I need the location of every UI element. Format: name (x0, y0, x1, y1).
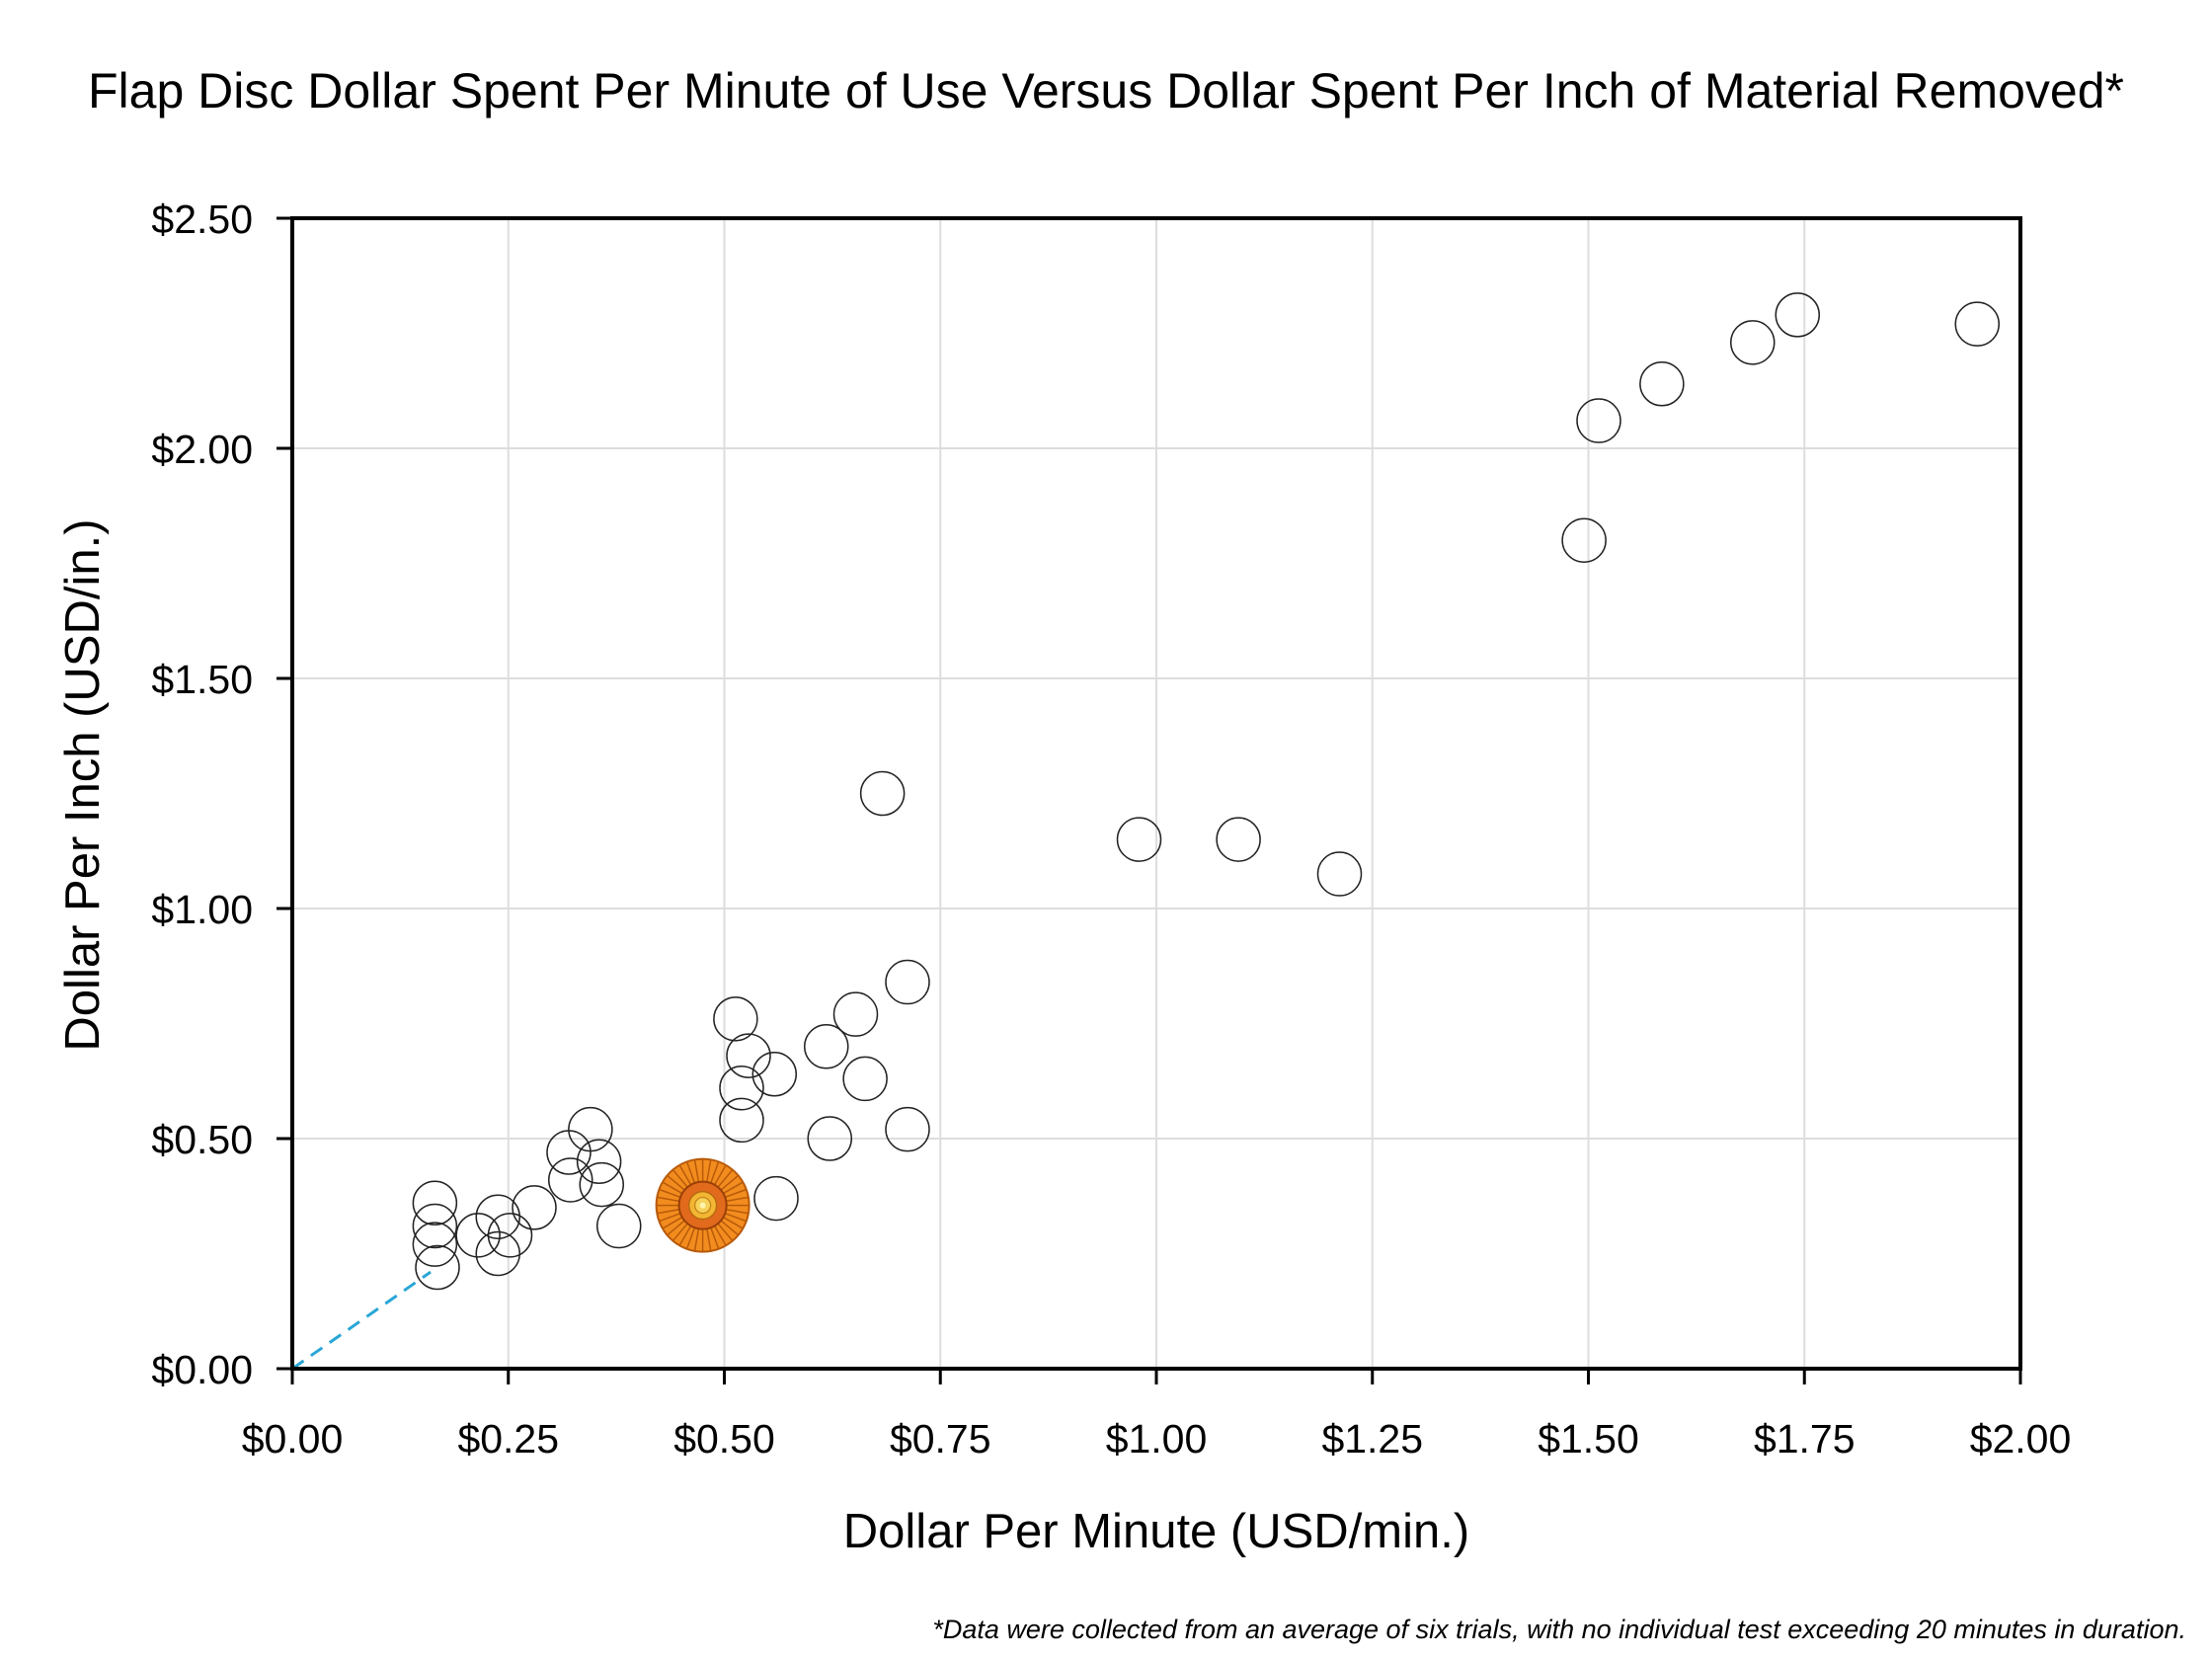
flap-disc-flap (667, 1219, 687, 1236)
flap-disc-flap (716, 1169, 734, 1190)
flap-disc-flap (721, 1181, 744, 1196)
data-point (753, 1175, 799, 1222)
x-tick-label: $1.00 (1106, 1416, 1208, 1462)
flap-disc-flap (657, 1196, 682, 1203)
flap-disc-hole (699, 1202, 706, 1209)
flap-disc-flap (659, 1188, 683, 1199)
flap-disc-flap (685, 1161, 696, 1186)
flap-disc-flap (659, 1212, 683, 1223)
flap-disc-flap (718, 1219, 740, 1236)
data-point (455, 1213, 501, 1258)
data-point (859, 770, 906, 817)
y-tick-label: $2.50 (151, 197, 253, 242)
flap-disc-flap (718, 1174, 740, 1193)
y-tick-label: $0.50 (151, 1117, 253, 1162)
flap-disc-flap (723, 1188, 748, 1199)
data-point (475, 1230, 520, 1277)
data-point (726, 1033, 771, 1078)
data-point (1216, 817, 1261, 862)
flap-disc-flap (678, 1224, 693, 1246)
y-tick-labels: $0.00 $0.50 $1.00 $1.50 $2.00 $2.50 (151, 197, 253, 1392)
data-point (885, 959, 930, 1005)
x-tick-label: $0.75 (890, 1416, 991, 1462)
data-point (751, 1052, 797, 1097)
data-point (719, 1097, 764, 1144)
gridlines (292, 218, 2020, 1369)
x-tick-label: $2.00 (1970, 1416, 2072, 1462)
data-point (1730, 320, 1776, 365)
data-point (832, 991, 879, 1037)
chart-title: Flap Disc Dollar Spent Per Minute of Use… (87, 63, 2124, 118)
flap-disc-flap (709, 1161, 720, 1186)
flap-disc-icon (655, 1157, 750, 1253)
flap-disc-flap (672, 1169, 690, 1190)
flap-disc-flap (678, 1164, 693, 1187)
data-point (512, 1185, 557, 1230)
data-point (719, 1065, 764, 1111)
y-tick-label: $1.00 (151, 887, 253, 932)
y-tick-label: $0.00 (151, 1347, 253, 1392)
y-tick-label: $1.50 (151, 657, 253, 702)
data-point (1639, 361, 1685, 407)
data-point (412, 1222, 458, 1267)
flap-disc-flap (723, 1212, 748, 1223)
data-point (807, 1116, 852, 1161)
axis-ticks (276, 216, 2022, 1384)
trend-line (291, 1270, 432, 1371)
flap-disc-flap (705, 1226, 712, 1251)
data-point (475, 1194, 520, 1239)
data-point (487, 1213, 533, 1258)
footnote: *Data were collected from an average of … (932, 1615, 2186, 1644)
flap-disc-flap (705, 1159, 712, 1185)
flap-disc-flap (667, 1174, 687, 1193)
flap-disc-flap (712, 1164, 727, 1187)
data-point (568, 1106, 613, 1152)
flap-disc-flap (721, 1215, 744, 1229)
x-tick-labels: $0.00 $0.25 $0.50 $0.75 $1.00 $1.25 $1.50 $1.75… (242, 1416, 2072, 1462)
y-tick-label: $2.00 (151, 427, 253, 472)
data-point (885, 1106, 930, 1152)
y-axis-label: Dollar Per Inch (USD/in.) (56, 518, 110, 1051)
data-point (1775, 292, 1820, 338)
flap-disc-flap (685, 1224, 696, 1249)
flap-disc-flap (693, 1159, 700, 1185)
data-point (713, 996, 758, 1042)
x-tick-label: $0.25 (457, 1416, 559, 1462)
x-tick-label: $1.75 (1754, 1416, 1856, 1462)
data-point (596, 1203, 642, 1249)
data-point (576, 1139, 622, 1185)
flap-disc-flap (662, 1181, 684, 1196)
data-point (804, 1024, 849, 1069)
flap-disc-flap (657, 1208, 682, 1215)
trend-line-layer (291, 1270, 432, 1371)
flap-disc-flap (716, 1221, 734, 1242)
data-point (1576, 398, 1621, 443)
x-tick-label: $0.50 (673, 1416, 775, 1462)
data-point (1316, 851, 1363, 897)
x-axis-label: Dollar Per Minute (USD/min.) (843, 1505, 1469, 1558)
data-point (1954, 301, 2000, 347)
data-point (412, 1203, 458, 1249)
data-point (412, 1180, 458, 1225)
data-point (415, 1244, 460, 1291)
flap-disc-flap (693, 1226, 700, 1251)
data-points (412, 292, 2000, 1291)
highlighted-flap-disc-marker (655, 1157, 750, 1253)
data-point (842, 1056, 888, 1102)
flap-disc-flap (712, 1224, 727, 1246)
x-tick-label: $1.25 (1321, 1416, 1423, 1462)
flap-disc-flap (662, 1215, 684, 1229)
data-point (1561, 517, 1607, 563)
flap-disc-flap (724, 1208, 750, 1215)
data-point (548, 1157, 593, 1203)
x-tick-label: $1.50 (1538, 1416, 1639, 1462)
flap-disc-flap (672, 1221, 690, 1242)
x-tick-label: $0.00 (242, 1416, 344, 1462)
data-point (579, 1161, 624, 1208)
flap-disc-flap (724, 1196, 750, 1203)
data-point (1116, 817, 1162, 862)
flap-disc-flap (709, 1224, 720, 1249)
